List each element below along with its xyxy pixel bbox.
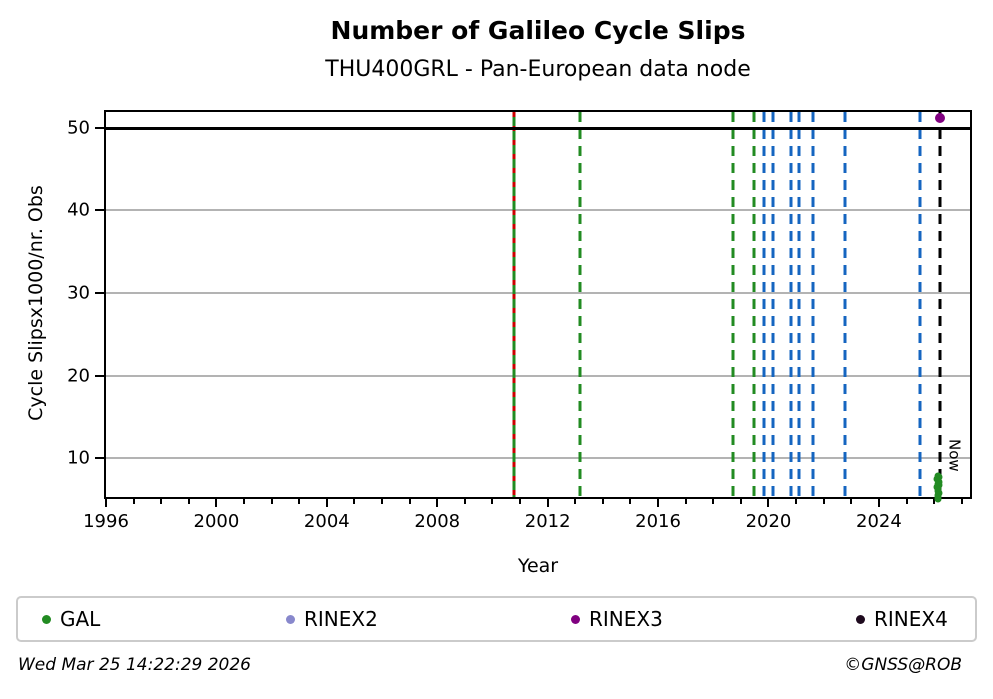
event-line bbox=[843, 112, 847, 497]
data-point-rinex3 bbox=[934, 112, 945, 123]
legend-item-label: RINEX4 bbox=[874, 607, 948, 631]
gal-marker-icon bbox=[42, 614, 51, 624]
rinex3-marker-icon bbox=[571, 614, 580, 624]
threshold-line bbox=[106, 126, 970, 130]
x-major-tick bbox=[436, 499, 439, 507]
y-tick-label: 40 bbox=[67, 199, 90, 221]
event-line bbox=[797, 112, 801, 497]
y-tick-label: 20 bbox=[67, 365, 90, 387]
x-minor-tick bbox=[712, 499, 715, 504]
legend-item-label: RINEX3 bbox=[589, 607, 663, 631]
y-tick bbox=[95, 126, 104, 129]
x-minor-tick bbox=[601, 499, 604, 504]
gridline bbox=[106, 457, 970, 460]
x-tick-label: 2012 bbox=[524, 511, 571, 532]
x-major-tick bbox=[325, 499, 328, 507]
event-line bbox=[811, 112, 815, 497]
x-minor-tick bbox=[629, 499, 632, 504]
event-line bbox=[731, 112, 735, 497]
x-minor-tick bbox=[243, 499, 246, 504]
timestamp: Wed Mar 25 14:22:29 2026 bbox=[18, 655, 251, 675]
rinex4-marker-icon bbox=[856, 614, 865, 624]
chart-title: Number of Galileo Cycle Slips bbox=[330, 16, 746, 45]
x-tick-label: 2004 bbox=[303, 511, 350, 532]
x-major-tick bbox=[215, 499, 218, 507]
event-line bbox=[789, 112, 793, 497]
gridline bbox=[106, 291, 970, 294]
event-line bbox=[918, 112, 922, 497]
x-minor-tick bbox=[519, 499, 522, 504]
x-minor-tick bbox=[381, 499, 384, 504]
legend-item-gal: GAL bbox=[42, 607, 100, 631]
y-tick-label: 50 bbox=[67, 117, 90, 139]
data-point-gal bbox=[934, 495, 942, 503]
x-tick-label: 2020 bbox=[745, 511, 792, 532]
x-minor-tick bbox=[491, 499, 494, 504]
y-tick bbox=[95, 457, 104, 460]
x-major-tick bbox=[767, 499, 770, 507]
x-tick-label: 2008 bbox=[414, 511, 461, 532]
x-minor-tick bbox=[684, 499, 687, 504]
legend: GAL RINEX2 RINEX3 RINEX4 bbox=[16, 596, 977, 642]
x-minor-tick bbox=[905, 499, 908, 504]
event-line bbox=[512, 112, 516, 497]
x-tick-label: 2000 bbox=[193, 511, 240, 532]
x-tick-label: 2024 bbox=[856, 511, 902, 532]
x-major-tick bbox=[105, 499, 107, 507]
x-minor-tick bbox=[739, 499, 742, 504]
x-minor-tick bbox=[795, 499, 798, 504]
x-minor-tick bbox=[408, 499, 411, 504]
x-minor-tick bbox=[960, 499, 963, 504]
now-annotation: Now bbox=[945, 439, 964, 472]
x-major-tick bbox=[657, 499, 660, 507]
x-minor-tick bbox=[574, 499, 577, 504]
legend-item-label: RINEX2 bbox=[304, 607, 378, 631]
x-minor-tick bbox=[270, 499, 273, 504]
x-minor-tick bbox=[298, 499, 301, 504]
x-minor-tick bbox=[933, 499, 936, 504]
credit: ©GNSS@ROB bbox=[844, 655, 962, 675]
y-axis-label: Cycle Slipsx1000/nr. Obs bbox=[25, 185, 47, 421]
x-minor-tick bbox=[850, 499, 853, 504]
y-tick bbox=[95, 291, 104, 294]
y-tick bbox=[95, 374, 104, 377]
x-minor-tick bbox=[160, 499, 163, 504]
gridline bbox=[106, 374, 970, 377]
legend-item-rinex2: RINEX2 bbox=[286, 607, 378, 631]
x-minor-tick bbox=[187, 499, 190, 504]
plot-area: 1996 2000 2004 2008 2012 2016 2020 2024 10 20 30 40… bbox=[67, 110, 972, 532]
x-minor-tick bbox=[822, 499, 825, 504]
event-line bbox=[578, 112, 582, 497]
event-line bbox=[752, 112, 756, 497]
y-tick-label: 30 bbox=[67, 282, 90, 304]
x-minor-tick bbox=[132, 499, 135, 504]
x-axis-label: Year bbox=[517, 555, 559, 577]
event-line bbox=[938, 112, 942, 497]
event-line bbox=[771, 112, 775, 497]
x-tick-label: 1996 bbox=[83, 511, 129, 532]
legend-item-rinex4: RINEX4 bbox=[856, 607, 948, 631]
legend-item-rinex3: RINEX3 bbox=[571, 607, 663, 631]
x-minor-tick bbox=[353, 499, 356, 504]
legend-item-label: GAL bbox=[60, 607, 101, 631]
gridline bbox=[106, 209, 970, 212]
y-tick bbox=[95, 209, 104, 212]
chart-subtitle: THU400GRL - Pan-European data node bbox=[325, 57, 751, 82]
x-major-tick bbox=[546, 499, 549, 507]
x-tick-label: 2016 bbox=[635, 511, 681, 532]
y-tick-label: 10 bbox=[67, 447, 90, 469]
x-major-tick bbox=[877, 499, 880, 507]
x-minor-tick bbox=[463, 499, 466, 504]
event-line bbox=[762, 112, 766, 497]
rinex2-marker-icon bbox=[286, 614, 295, 624]
